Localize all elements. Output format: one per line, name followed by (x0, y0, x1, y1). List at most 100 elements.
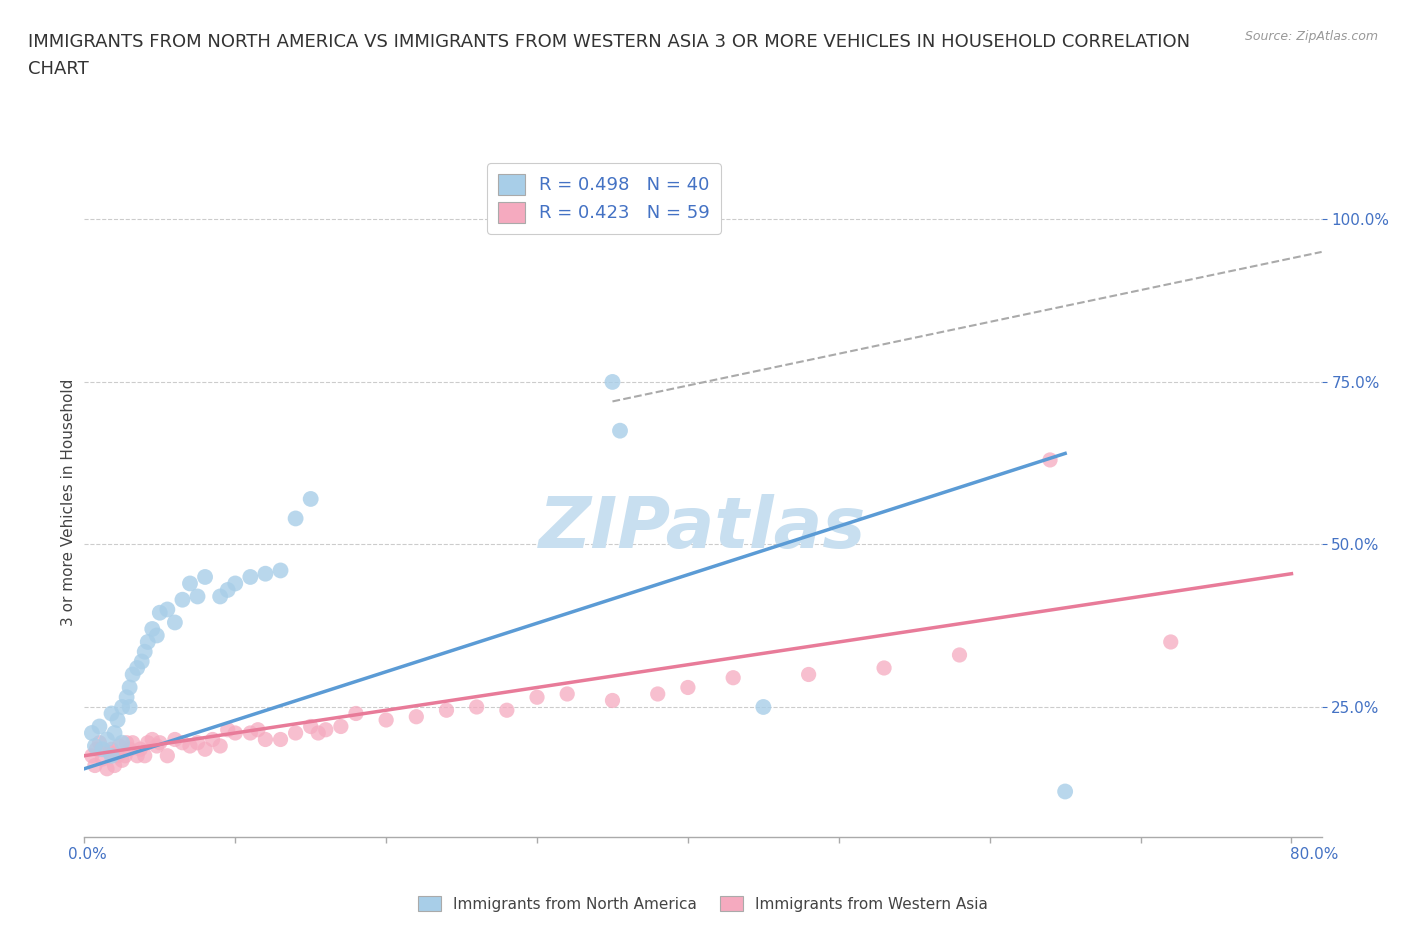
Point (217, 582, 239, 597)
Point (103, 758, 125, 773)
Point (129, 742, 152, 757)
Point (80, 749, 103, 764)
Point (375, 712, 398, 727)
Point (131, 654, 153, 669)
Point (284, 511, 307, 525)
Point (209, 589, 232, 604)
Point (224, 725, 246, 740)
Text: Source: ZipAtlas.com: Source: ZipAtlas.com (1244, 30, 1378, 43)
Point (721, 671, 744, 685)
Point (436, 703, 458, 718)
Point (100, 706, 122, 721)
Point (134, 749, 156, 764)
Point (91, 742, 114, 757)
Point (108, 738, 131, 753)
Point (115, 736, 138, 751)
Point (329, 719, 352, 734)
Point (84, 738, 107, 753)
Point (948, 647, 970, 662)
Point (752, 699, 775, 714)
Point (118, 742, 141, 757)
Point (1160, 634, 1182, 649)
Text: 80.0%: 80.0% (1291, 847, 1339, 862)
Point (186, 589, 208, 604)
Text: ZIPatlas: ZIPatlas (540, 495, 866, 564)
Point (194, 742, 217, 757)
Point (84, 758, 107, 773)
Point (1054, 784, 1077, 799)
Point (118, 680, 141, 695)
Point (526, 690, 548, 705)
Point (163, 615, 186, 630)
Point (307, 725, 329, 740)
Point (254, 566, 277, 581)
Point (111, 699, 134, 714)
Point (98, 745, 121, 760)
Point (96, 732, 118, 747)
Point (156, 602, 179, 617)
Point (239, 569, 262, 584)
Point (89, 719, 111, 734)
Point (797, 667, 820, 682)
Point (555, 686, 578, 701)
Point (146, 628, 169, 643)
Point (172, 592, 194, 607)
Point (156, 749, 179, 764)
Point (270, 732, 292, 747)
Point (1039, 453, 1062, 468)
Point (405, 710, 427, 724)
Legend: R = 0.498   N = 40, R = 0.423   N = 59: R = 0.498 N = 40, R = 0.423 N = 59 (486, 163, 721, 233)
Point (194, 569, 217, 584)
Point (146, 738, 169, 753)
Point (602, 693, 624, 708)
Point (217, 723, 239, 737)
Point (186, 736, 208, 751)
Point (344, 706, 367, 721)
Legend: Immigrants from North America, Immigrants from Western Asia: Immigrants from North America, Immigrant… (412, 889, 994, 918)
Text: IMMIGRANTS FROM NORTH AMERICA VS IMMIGRANTS FROM WESTERN ASIA 3 OR MORE VEHICLES: IMMIGRANTS FROM NORTH AMERICA VS IMMIGRA… (28, 33, 1191, 50)
Point (107, 749, 129, 764)
Point (179, 738, 201, 753)
Point (209, 738, 232, 753)
Text: CHART: CHART (28, 60, 89, 78)
Point (91, 751, 114, 766)
Point (107, 712, 129, 727)
Point (111, 736, 134, 751)
Point (149, 736, 172, 751)
Point (136, 634, 159, 649)
Point (465, 699, 488, 714)
Point (609, 423, 631, 438)
Point (315, 723, 337, 737)
Point (299, 719, 322, 734)
Point (136, 736, 159, 751)
Point (676, 680, 699, 695)
Point (100, 742, 122, 757)
Point (96, 762, 118, 777)
Point (299, 492, 322, 507)
Point (246, 723, 269, 737)
Point (134, 644, 156, 659)
Point (873, 660, 896, 675)
Point (149, 605, 172, 620)
Point (89, 736, 111, 751)
Point (495, 703, 517, 718)
Point (270, 563, 292, 578)
Point (121, 736, 143, 751)
Point (114, 749, 136, 764)
Text: 0.0%: 0.0% (67, 847, 107, 862)
Point (100, 749, 122, 764)
Point (111, 753, 134, 768)
Point (118, 699, 141, 714)
Point (602, 375, 624, 390)
Point (141, 621, 163, 636)
Point (201, 732, 224, 747)
Point (224, 576, 246, 591)
Point (254, 732, 277, 747)
Point (179, 576, 201, 591)
Point (121, 667, 143, 682)
Point (284, 725, 307, 740)
Point (239, 725, 262, 740)
Point (127, 660, 149, 675)
Y-axis label: 3 or more Vehicles in Household: 3 or more Vehicles in Household (60, 379, 76, 626)
Point (80, 725, 103, 740)
